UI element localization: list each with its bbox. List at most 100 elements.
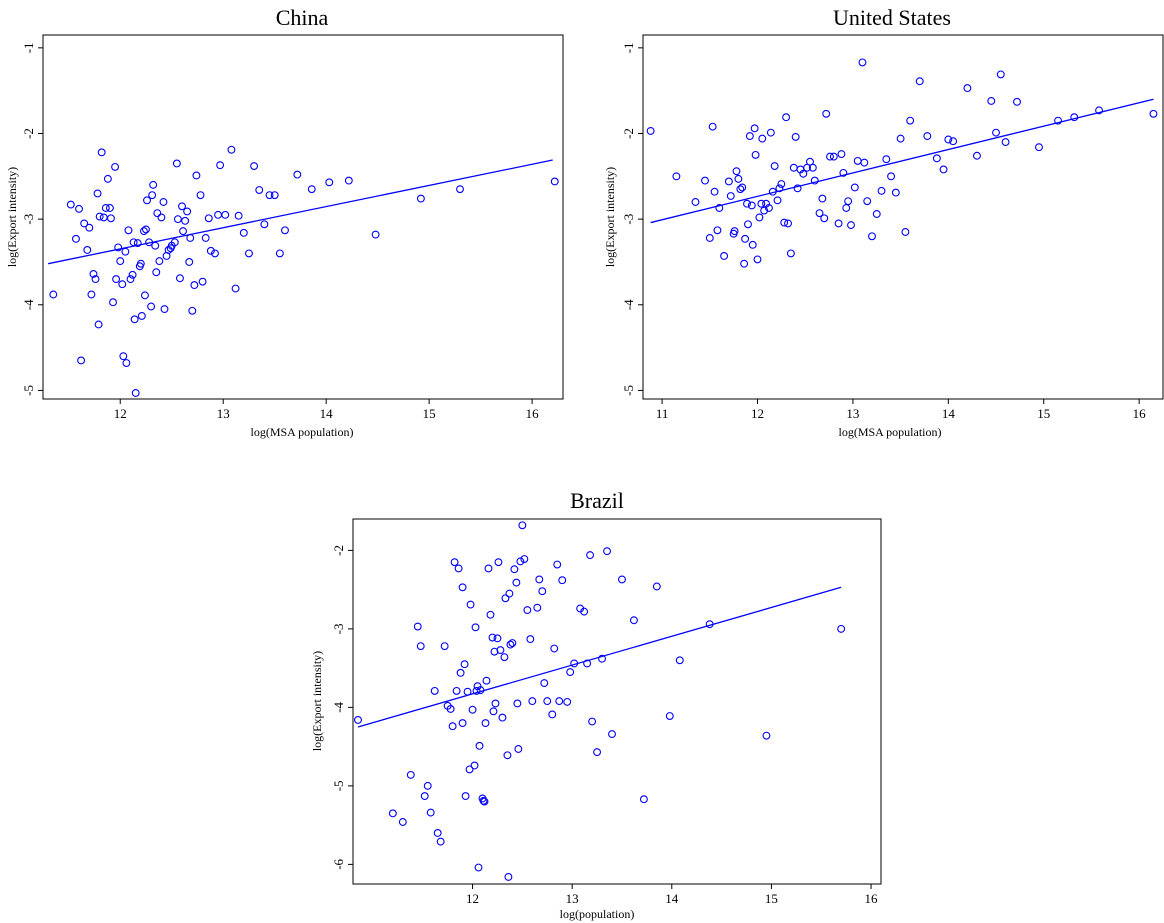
scatter-point <box>548 710 557 719</box>
fitted-line <box>650 98 1154 224</box>
scatter-point <box>481 719 490 728</box>
scatter-point <box>118 280 127 289</box>
scatter-point <box>932 154 941 163</box>
y-tick-label: -4 <box>21 299 36 310</box>
scatter-point <box>185 258 194 266</box>
scatter-point <box>844 197 853 206</box>
scatter-point <box>514 745 523 753</box>
scatter-point <box>538 587 547 596</box>
scatter-point <box>665 712 674 720</box>
scatter-point <box>475 741 484 750</box>
scatter-point <box>474 863 483 872</box>
axis-ticks: 12 13 14 15 16 -1 -2 -3 -4 -5 <box>21 42 539 421</box>
scatter-point <box>190 281 199 290</box>
x-tick-label: 12 <box>751 406 764 421</box>
scatter-point <box>460 660 469 669</box>
scatter-point <box>518 521 527 530</box>
scatter-point <box>480 797 489 806</box>
scatter-point <box>543 697 552 706</box>
scatter-point <box>471 623 480 632</box>
scatter-point <box>705 234 714 242</box>
scatter-point <box>558 576 567 585</box>
scatter-point <box>734 174 743 183</box>
scatter-point <box>126 275 135 284</box>
scatter-point <box>153 209 162 218</box>
scatter-point <box>143 196 151 205</box>
scatter-point <box>85 223 94 232</box>
scatter-point <box>944 135 953 144</box>
scatter-point <box>157 213 166 222</box>
plot-frame <box>42 34 564 400</box>
scatter-point <box>553 560 562 569</box>
scatter-point <box>116 257 125 266</box>
scatter-point <box>234 211 243 220</box>
scatter-point <box>603 547 611 556</box>
scatter-point <box>159 198 168 206</box>
scatter-point <box>137 311 146 320</box>
scatter-point <box>789 163 798 172</box>
scatter-point <box>523 606 532 615</box>
y-tick-label: -5 <box>21 385 36 396</box>
scatter-point <box>133 239 142 248</box>
scatter-point <box>498 713 507 722</box>
scatter-point <box>265 191 274 200</box>
scatter-point <box>550 644 559 653</box>
scatter-point <box>770 162 779 170</box>
scatter-point <box>822 109 831 118</box>
scatter-point <box>618 575 626 584</box>
scatter-point <box>188 306 197 315</box>
scatter-point <box>97 148 106 157</box>
scatter-point <box>837 624 846 633</box>
scatter-point <box>505 589 514 598</box>
y-axis-label: log(Export intensity) <box>603 167 617 267</box>
scatter-point <box>713 226 722 235</box>
scatter-point <box>149 180 158 189</box>
y-tick-label: -5 <box>331 780 346 791</box>
scatter-point <box>724 177 733 186</box>
y-tick-label: -2 <box>621 128 636 139</box>
x-tick-label: 13 <box>566 891 579 906</box>
scatter-point <box>80 219 89 228</box>
scatter-point <box>201 234 210 242</box>
x-axis-label: log(population) <box>560 907 635 921</box>
scatter-point <box>465 765 474 774</box>
scatter-point <box>181 216 190 225</box>
scatter-point <box>972 151 981 160</box>
scatter-point <box>720 252 729 260</box>
scatter-point <box>183 207 192 216</box>
scatter-point <box>105 204 114 212</box>
x-tick-label: 15 <box>765 891 778 906</box>
scatter-point <box>142 225 150 234</box>
scatter-point <box>872 210 881 218</box>
scatter-point <box>131 389 140 397</box>
scatter-point <box>354 715 362 724</box>
scatter-point <box>94 320 103 329</box>
scatter-point <box>119 352 128 361</box>
scatter-point <box>646 126 655 135</box>
scatter-points <box>646 58 1158 268</box>
y-tick-label: -1 <box>21 42 36 53</box>
scatter-point <box>730 227 739 236</box>
scatter-point <box>416 194 425 203</box>
scatter-point <box>458 583 467 592</box>
scatter-point <box>281 226 289 235</box>
scatter-point <box>406 770 415 779</box>
x-tick-label: 14 <box>320 406 334 421</box>
scatter-point <box>791 132 800 141</box>
scatter-point <box>503 751 512 760</box>
scatter-point <box>901 228 910 236</box>
scatter-point <box>829 152 838 161</box>
scatter-point <box>1095 106 1104 115</box>
scatter-point <box>66 200 75 209</box>
scatter-point <box>239 228 248 237</box>
panel-china: China log(MSA population) log(Export int… <box>5 5 564 439</box>
scatter-point <box>992 128 1000 137</box>
scatter-point <box>139 227 148 236</box>
scatter-point <box>837 150 846 158</box>
scatter-point <box>583 659 592 668</box>
scatter-point <box>147 302 156 311</box>
scatter-point <box>887 172 896 181</box>
scatter-point <box>325 178 334 187</box>
scatter-point <box>479 796 488 805</box>
